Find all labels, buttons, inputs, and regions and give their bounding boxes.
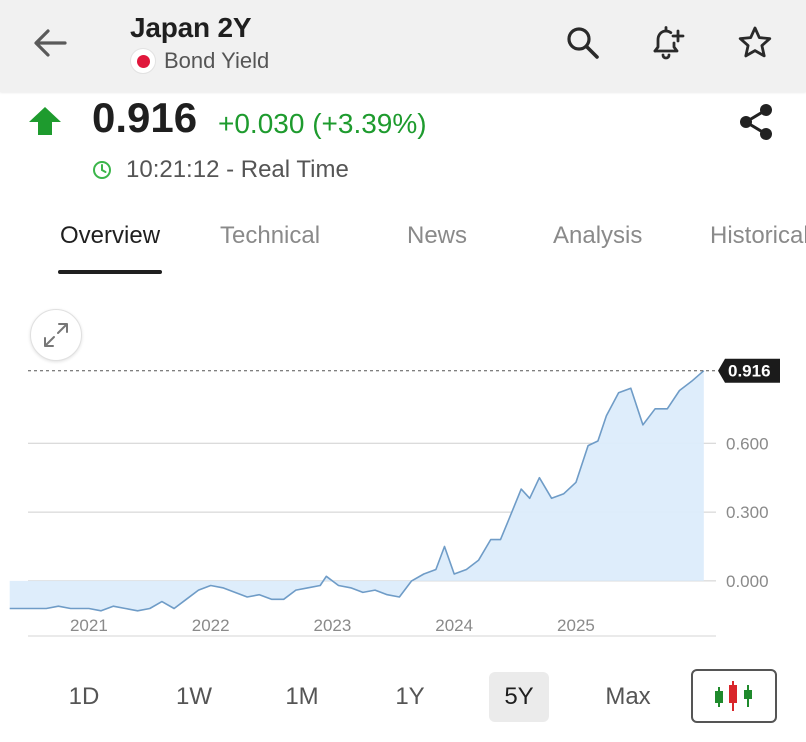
last-price: 0.916: [92, 94, 198, 141]
back-button[interactable]: [28, 24, 72, 62]
range-1y-button[interactable]: 1Y: [395, 683, 425, 710]
instrument-type: Bond Yield: [164, 48, 270, 73]
quote-time-row: 10:21:12 - Real Time: [92, 156, 349, 184]
range-5y-button[interactable]: 5Y: [489, 672, 549, 722]
search-button[interactable]: [562, 22, 604, 64]
y-tick-label: 0.000: [726, 572, 769, 591]
arrow-up-icon: [28, 106, 62, 141]
add-alert-button[interactable]: [646, 22, 688, 64]
yield-chart[interactable]: 0.000 0.300 0.600 2021 2022 2023 2024 2025 0.9…: [0, 300, 806, 650]
tab-news[interactable]: News: [407, 222, 468, 249]
clock-icon: [92, 160, 112, 180]
candlestick-icon: [715, 681, 752, 711]
x-tick-label: 2025: [557, 616, 595, 635]
expand-chart-button[interactable]: [30, 309, 82, 361]
chart-series-line: [9, 370, 705, 612]
tab-historical[interactable]: Historical: [710, 222, 806, 249]
range-1d-button[interactable]: 1D: [68, 683, 100, 710]
share-icon: [740, 104, 772, 140]
time-range-selector: 1D 1W 1M 1Y 5Y Max: [0, 668, 806, 728]
x-tick-label: 2023: [314, 616, 352, 635]
app-bar: Japan 2Y Bond Yield: [0, 0, 806, 92]
range-1m-button[interactable]: 1M: [285, 683, 319, 710]
tab-technical[interactable]: Technical: [220, 222, 321, 249]
chart-area-fill: [9, 370, 704, 611]
tab-analysis[interactable]: Analysis: [553, 222, 643, 249]
tab-bar: Overview Technical News Analysis Histori…: [0, 214, 806, 276]
star-outline-icon: [738, 26, 772, 58]
page-title: Japan 2Y: [130, 12, 252, 43]
instrument-subtitle: Bond Yield: [130, 48, 269, 74]
x-tick-label: 2024: [435, 616, 473, 635]
add-to-watchlist-button[interactable]: [734, 22, 776, 64]
active-tab-indicator: [58, 270, 162, 274]
japan-flag-icon: [130, 48, 156, 74]
last-value-tag: 0.916: [718, 358, 780, 383]
price-change: +0.030 (+3.39%): [218, 108, 427, 139]
last-value-label: 0.916: [728, 362, 771, 381]
share-button[interactable]: [734, 100, 778, 144]
x-tick-label: 2021: [70, 616, 108, 635]
quote-time: 10:21:12 - Real Time: [126, 156, 349, 183]
chart-type-button[interactable]: [691, 669, 777, 723]
x-tick-label: 2022: [192, 616, 230, 635]
range-max-button[interactable]: Max: [605, 683, 651, 710]
y-tick-label: 0.300: [726, 503, 769, 522]
tab-overview[interactable]: Overview: [60, 222, 161, 249]
expand-arrows-icon: [44, 323, 68, 347]
instrument-header: Japan 2Y Bond Yield: [130, 12, 269, 74]
range-1w-button[interactable]: 1W: [176, 683, 212, 710]
arrow-left-icon: [34, 29, 67, 57]
bell-plus-icon: [653, 26, 685, 60]
y-tick-label: 0.600: [726, 434, 769, 453]
search-icon: [567, 27, 599, 59]
